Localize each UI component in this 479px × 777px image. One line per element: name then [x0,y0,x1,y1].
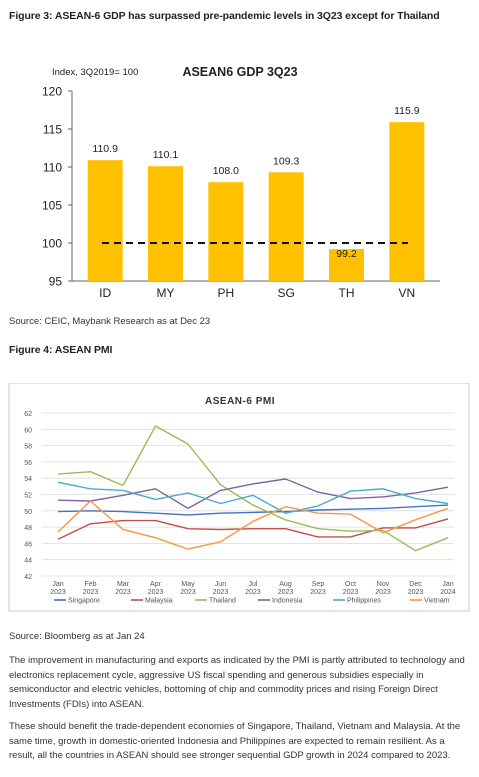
series-line-malaysia [57,518,449,540]
bar-value-label: 115.9 [394,105,420,117]
bar-value-label: 110.1 [153,149,179,161]
line-x-tick-label: Jan [52,581,63,588]
bar-category-label: ID [99,286,111,300]
line-y-tick-label: 56 [24,460,32,467]
bar-chart-ylabel: Index, 3Q2019= 100 [52,67,138,78]
legend-label: Singapore [68,598,100,605]
line-x-tick-year: 2023 [278,589,294,596]
line-x-tick-year: 2023 [408,589,424,596]
line-y-tick-label: 46 [24,541,32,548]
bar-y-tick-label: 115 [43,123,62,137]
line-chart-title: ASEAN-6 PMI [205,396,275,407]
legend-label: Thailand [209,598,236,605]
bar-vn [389,122,425,281]
line-x-tick-year: 2023 [343,589,359,596]
figure-3-source: Source: CEIC, Maybank Research as at Dec… [9,316,211,327]
line-x-tick-year: 2023 [245,589,261,596]
asean6-gdp-bar-chart: ASEAN6 GDP 3Q23 Index, 3Q2019= 100 95 100… [42,65,440,300]
bar-value-label: 110.9 [92,143,118,155]
legend-label: Indonesia [272,598,302,605]
bar-y-tick-label: 100 [42,237,62,251]
bar-category-label: TH [339,286,355,300]
bar-category-label: MY [157,286,175,300]
legend-label: Vietnam [424,598,450,605]
line-x-tick-label: Dec [409,581,422,588]
line-y-tick-label: 42 [24,574,32,581]
paragraph-2: These should benefit the trade-dependent… [9,721,461,761]
series-line-singapore [57,504,449,516]
line-x-tick-label: Sep [312,581,325,588]
line-y-tick-label: 60 [24,427,32,434]
line-y-tick-label: 50 [24,509,32,516]
bar-category-label: VN [398,286,415,300]
bar-th [329,249,364,281]
line-x-tick-year: 2023 [180,589,196,596]
line-x-tick-year: 2023 [115,589,131,596]
paragraph-1: The improvement in manufacturing and exp… [9,655,465,710]
line-y-tick-label: 54 [24,476,32,483]
line-x-tick-year: 2023 [148,589,164,596]
bar-y-tick-label: 95 [49,275,63,289]
line-x-tick-year: 2023 [213,589,229,596]
figure-4-source: Source: Bloomberg as at Jan 24 [9,631,145,642]
series-line-thailand [57,425,449,552]
bar-value-label: 109.3 [273,155,299,167]
bar-category-label: PH [217,286,234,300]
bar-value-label: 99.2 [336,248,357,260]
line-y-tick-label: 58 [24,444,32,451]
line-x-tick-label: Aug [279,581,292,588]
line-x-tick-year: 2023 [83,589,99,596]
line-x-tick-label: Oct [345,581,356,588]
line-x-tick-label: Jan [442,581,453,588]
line-x-tick-year: 2023 [310,589,326,596]
line-y-tick-label: 52 [24,493,32,500]
series-line-indonesia [57,478,449,510]
legend-label: Malaysia [145,598,173,605]
line-y-tick-label: 44 [24,558,32,565]
bar-y-tick-label: 105 [42,199,62,213]
line-y-tick-label: 62 [24,411,32,418]
line-x-tick-label: Mar [117,581,130,588]
series-line-philippines [57,481,449,514]
bar-my [148,166,183,281]
bar-y-tick-label: 110 [43,161,62,175]
bar-chart-title: ASEAN6 GDP 3Q23 [182,65,297,79]
bar-ph [208,182,244,281]
line-x-tick-label: May [181,581,195,588]
figure-4-caption: Figure 4: ASEAN PMI [9,344,113,356]
line-x-tick-label: Jun [215,581,226,588]
line-y-tick-label: 48 [24,525,32,532]
line-x-tick-year: 2023 [375,589,391,596]
line-x-tick-label: Feb [84,581,96,588]
bar-value-label: 108.0 [213,165,239,177]
line-x-tick-label: Nov [377,581,390,588]
bar-sg [268,172,304,281]
bar-category-label: SG [277,286,294,300]
bar-id [87,160,123,281]
line-x-tick-year: 2024 [440,589,456,596]
bar-y-tick-label: 120 [42,85,62,99]
legend-label: Philippines [347,598,381,605]
series-line-vietnam [57,500,449,550]
line-x-tick-label: Jul [249,581,258,588]
line-x-tick-year: 2023 [50,589,66,596]
line-x-tick-label: Apr [150,581,162,588]
figure-3-caption: Figure 3: ASEAN-6 GDP has surpassed pre-… [9,10,440,22]
